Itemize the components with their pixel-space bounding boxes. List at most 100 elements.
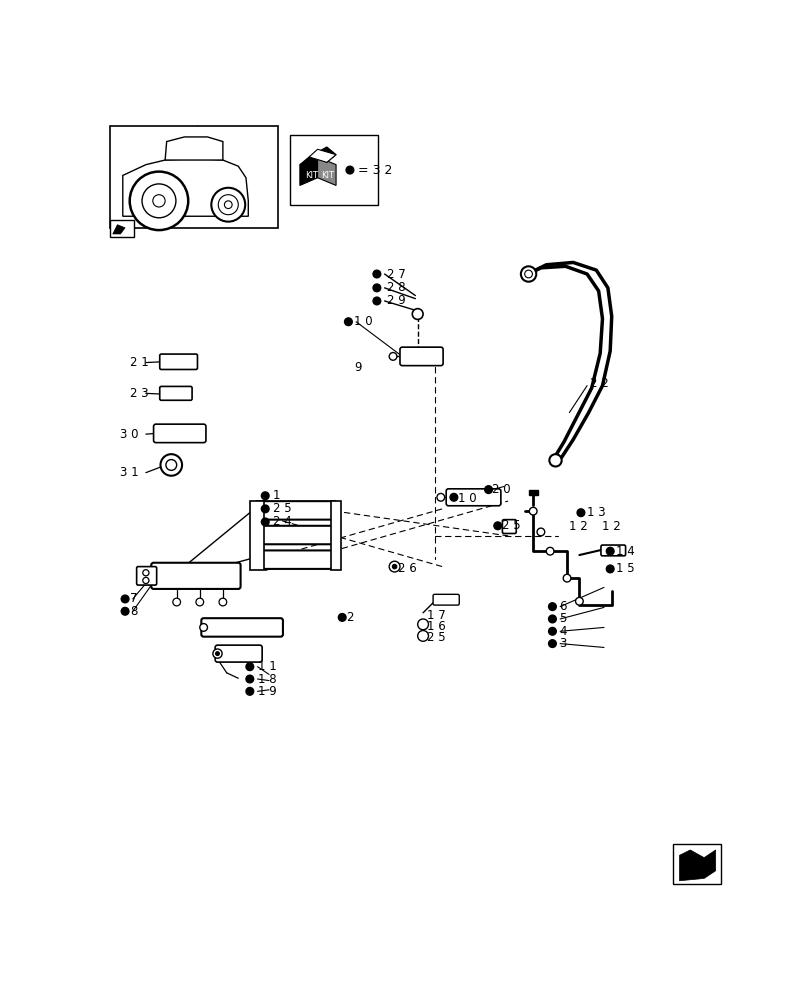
Text: 3 0: 3 0 (120, 428, 139, 441)
FancyBboxPatch shape (600, 545, 624, 556)
Text: 1 0: 1 0 (354, 315, 372, 328)
Circle shape (392, 564, 397, 569)
Circle shape (449, 493, 457, 501)
FancyBboxPatch shape (432, 594, 459, 605)
Circle shape (121, 607, 129, 615)
Text: 1 7: 1 7 (427, 609, 445, 622)
FancyBboxPatch shape (136, 567, 157, 585)
Circle shape (546, 547, 553, 555)
Circle shape (548, 603, 556, 610)
Text: KIT: KIT (305, 171, 318, 180)
Text: 1 9: 1 9 (257, 685, 276, 698)
Polygon shape (122, 158, 248, 216)
Circle shape (246, 687, 253, 695)
Text: 2 2: 2 2 (590, 377, 608, 390)
Bar (250, 501, 264, 570)
Circle shape (215, 652, 219, 656)
Circle shape (246, 663, 253, 671)
Text: 2 0: 2 0 (491, 483, 510, 496)
Circle shape (388, 353, 397, 360)
Bar (528, 490, 537, 495)
Polygon shape (309, 149, 336, 162)
Text: 2 1: 2 1 (131, 356, 149, 369)
Text: 2 9: 2 9 (386, 294, 406, 307)
Circle shape (520, 266, 535, 282)
Bar (109, 126, 277, 228)
Text: = 3 2: = 3 2 (357, 164, 392, 177)
Text: 1: 1 (272, 489, 280, 502)
Circle shape (575, 597, 582, 605)
Circle shape (200, 624, 208, 631)
FancyBboxPatch shape (201, 618, 282, 637)
Circle shape (536, 528, 544, 536)
Text: 3 1: 3 1 (120, 466, 139, 479)
Circle shape (195, 598, 204, 606)
FancyBboxPatch shape (160, 386, 192, 400)
FancyBboxPatch shape (400, 347, 443, 366)
Circle shape (345, 166, 354, 174)
Circle shape (121, 595, 129, 603)
Circle shape (548, 640, 556, 647)
Text: 1 5: 1 5 (615, 562, 633, 575)
Circle shape (218, 195, 238, 215)
Text: 7: 7 (131, 592, 138, 605)
Circle shape (261, 505, 268, 513)
Polygon shape (299, 147, 336, 165)
Circle shape (143, 577, 148, 584)
Bar (290, 135, 378, 205)
Circle shape (417, 619, 428, 630)
Circle shape (484, 486, 491, 493)
Circle shape (372, 297, 380, 305)
Text: 5: 5 (559, 612, 566, 625)
Circle shape (261, 518, 268, 526)
Text: 1 6: 1 6 (427, 620, 445, 633)
Circle shape (606, 547, 613, 555)
Circle shape (548, 615, 556, 623)
Text: 1 4: 1 4 (615, 545, 633, 558)
Circle shape (224, 201, 232, 209)
Circle shape (219, 598, 226, 606)
FancyBboxPatch shape (215, 645, 262, 662)
Circle shape (524, 270, 532, 278)
Polygon shape (679, 850, 714, 881)
Circle shape (372, 270, 380, 278)
FancyBboxPatch shape (160, 354, 197, 369)
Circle shape (493, 522, 501, 530)
Circle shape (212, 649, 222, 658)
Text: 2: 2 (345, 611, 353, 624)
Circle shape (142, 184, 176, 218)
Circle shape (417, 631, 428, 641)
FancyBboxPatch shape (151, 563, 240, 589)
Circle shape (606, 565, 613, 573)
Circle shape (577, 509, 584, 517)
FancyBboxPatch shape (445, 489, 500, 506)
Polygon shape (299, 157, 317, 185)
Text: 1 2: 1 2 (569, 520, 587, 533)
Polygon shape (113, 225, 125, 234)
Text: 3: 3 (559, 637, 566, 650)
Circle shape (563, 574, 570, 582)
Circle shape (261, 492, 268, 500)
FancyBboxPatch shape (502, 520, 516, 533)
Bar (109, 220, 134, 237)
Text: 1 1: 1 1 (257, 660, 276, 673)
Polygon shape (317, 157, 336, 185)
Circle shape (165, 460, 177, 470)
Circle shape (211, 188, 245, 222)
Circle shape (548, 627, 556, 635)
FancyBboxPatch shape (255, 550, 337, 569)
Circle shape (152, 195, 165, 207)
Circle shape (173, 598, 180, 606)
Circle shape (130, 172, 188, 230)
Text: 9: 9 (354, 361, 361, 374)
Text: 1 2: 1 2 (602, 520, 620, 533)
FancyBboxPatch shape (255, 501, 337, 520)
Text: 8: 8 (131, 605, 138, 618)
Circle shape (246, 675, 253, 683)
Polygon shape (165, 137, 222, 160)
Circle shape (549, 454, 561, 466)
Circle shape (412, 309, 423, 319)
Circle shape (529, 507, 536, 515)
Bar (330, 501, 341, 570)
Circle shape (143, 570, 148, 576)
